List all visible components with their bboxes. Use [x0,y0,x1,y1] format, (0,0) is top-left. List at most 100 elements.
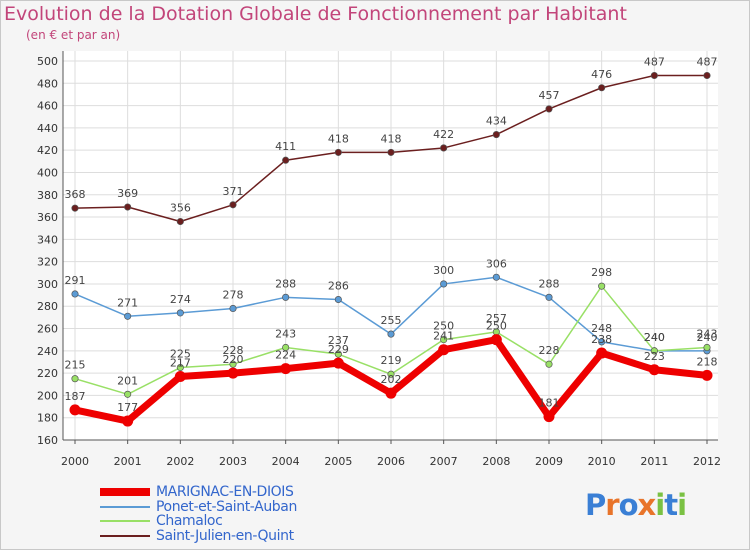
data-label-chamaloc-2000: 215 [65,359,86,372]
point-ponet-et-saint-auban-2006 [387,330,395,338]
xtick-label-2000: 2000 [61,455,89,468]
legend-item-chamaloc: Chamaloc [100,514,297,529]
data-label-saint-julien-en-quint-2010: 476 [591,68,612,81]
data-label-saint-julien-en-quint-2008: 434 [486,115,507,128]
ytick-label-240: 240 [37,345,58,358]
point-marignac-en-diois-2000 [69,404,81,416]
point-saint-julien-en-quint-2001 [124,203,132,211]
ytick-label-160: 160 [37,434,58,447]
data-label-ponet-et-saint-auban-2000: 291 [65,274,86,287]
point-chamaloc-2000 [71,375,79,383]
data-label-ponet-et-saint-auban-2009: 288 [539,277,560,290]
point-chamaloc-2004 [282,343,290,352]
legend-swatch-chamaloc [100,520,150,523]
point-ponet-et-saint-auban-2010 [598,338,606,346]
data-label-ponet-et-saint-auban-2010: 248 [591,322,612,335]
data-label-marignac-en-diois-2010: 238 [591,333,612,346]
ytick-label-400: 400 [37,166,58,179]
data-label-marignac-en-diois-2011: 223 [644,350,665,363]
ytick-label-460: 460 [37,100,58,113]
data-label-saint-julien-en-quint-2012: 487 [697,55,718,68]
point-marignac-en-diois-2003 [227,367,239,379]
data-label-ponet-et-saint-auban-2012: 240 [697,331,718,344]
logo-letter-r: r [605,488,619,522]
xtick-label-2008: 2008 [482,455,510,468]
ytick-label-180: 180 [37,412,58,425]
point-marignac-en-diois-2010 [596,347,608,359]
data-label-chamaloc-2005: 237 [328,334,349,347]
chart-legend: MARIGNAC-EN-DIOIS Ponet-et-Saint-Auban C… [100,485,297,543]
xtick-label-2006: 2006 [377,455,405,468]
legend-swatch-saint-julien [100,534,150,537]
point-saint-julien-en-quint-2005 [334,148,342,156]
point-marignac-en-diois-2005 [332,357,344,369]
point-chamaloc-2006 [387,370,395,378]
ytick-label-500: 500 [37,55,58,68]
ytick-label-260: 260 [37,323,58,336]
logo-letter-t: t [664,488,678,522]
ytick-label-320: 320 [37,256,58,269]
legend-label-saint-julien: Saint-Julien-en-Quint [156,527,294,544]
data-label-saint-julien-en-quint-2011: 487 [644,55,665,68]
point-ponet-et-saint-auban-2007 [440,280,448,288]
data-label-ponet-et-saint-auban-2002: 274 [170,293,191,306]
legend-label-ponet: Ponet-et-Saint-Auban [156,498,297,515]
legend-item-marignac: MARIGNAC-EN-DIOIS [100,485,297,500]
ytick-label-340: 340 [37,233,58,246]
data-label-marignac-en-diois-2006: 202 [381,373,402,386]
data-label-marignac-en-diois-2000: 187 [65,390,86,403]
ytick-label-440: 440 [37,122,58,135]
data-label-chamaloc-2012: 243 [697,327,718,340]
point-saint-julien-en-quint-2003 [229,201,237,209]
data-label-chamaloc-2009: 228 [539,344,560,357]
data-label-chamaloc-2003: 228 [223,344,244,357]
point-saint-julien-en-quint-2011 [650,71,658,80]
data-label-chamaloc-2002: 225 [170,348,191,361]
point-saint-julien-en-quint-2007 [440,144,448,152]
ytick-label-360: 360 [37,211,58,224]
point-ponet-et-saint-auban-2003 [229,304,237,313]
point-ponet-et-saint-auban-2008 [492,273,500,281]
data-label-marignac-en-diois-2007: 241 [433,330,454,343]
data-label-saint-julien-en-quint-2002: 356 [170,202,191,215]
xtick-label-2001: 2001 [114,455,142,468]
legend-swatch-marignac [100,488,150,497]
logo-letter-o: o [618,488,639,522]
data-label-chamaloc-2010: 298 [591,266,612,279]
point-saint-julien-en-quint-2009 [545,105,553,113]
point-marignac-en-diois-2001 [122,415,134,427]
point-chamaloc-2011 [650,347,658,355]
point-saint-julien-en-quint-2002 [176,217,184,226]
point-ponet-et-saint-auban-2005 [334,295,342,304]
legend-label-chamaloc: Chamaloc [156,513,223,530]
xtick-label-2012: 2012 [693,455,721,468]
legend-swatch-ponet [100,505,150,508]
proxiti-logo: Proxiti [585,488,687,522]
data-label-saint-julien-en-quint-2006: 418 [381,132,402,145]
ytick-label-300: 300 [37,278,58,291]
data-label-chamaloc-2008: 257 [486,312,507,325]
logo-letter-x: x [637,488,657,522]
xtick-label-2011: 2011 [640,455,668,468]
data-label-marignac-en-diois-2001: 177 [117,401,138,414]
data-label-chamaloc-2004: 243 [275,327,296,340]
ytick-label-380: 380 [37,189,58,202]
data-label-chamaloc-2011: 240 [644,331,665,344]
ytick-label-420: 420 [37,144,58,157]
data-label-marignac-en-diois-2003: 220 [223,353,244,366]
data-label-saint-julien-en-quint-2001: 369 [117,187,138,200]
data-label-saint-julien-en-quint-2003: 371 [223,185,244,198]
xtick-label-2007: 2007 [430,455,458,468]
point-ponet-et-saint-auban-2004 [282,293,290,301]
logo-letter-p: P [585,488,606,522]
point-marignac-en-diois-2006 [385,387,397,399]
chart-subtitle: (en € et par an) [26,28,121,42]
data-label-ponet-et-saint-auban-2007: 300 [433,264,454,277]
xtick-label-2003: 2003 [219,455,247,468]
data-label-chamaloc-2006: 219 [381,354,402,367]
xtick-label-2005: 2005 [324,455,352,468]
data-label-ponet-et-saint-auban-2001: 271 [117,296,138,309]
point-chamaloc-2001 [124,390,132,398]
ytick-label-200: 200 [37,389,58,402]
